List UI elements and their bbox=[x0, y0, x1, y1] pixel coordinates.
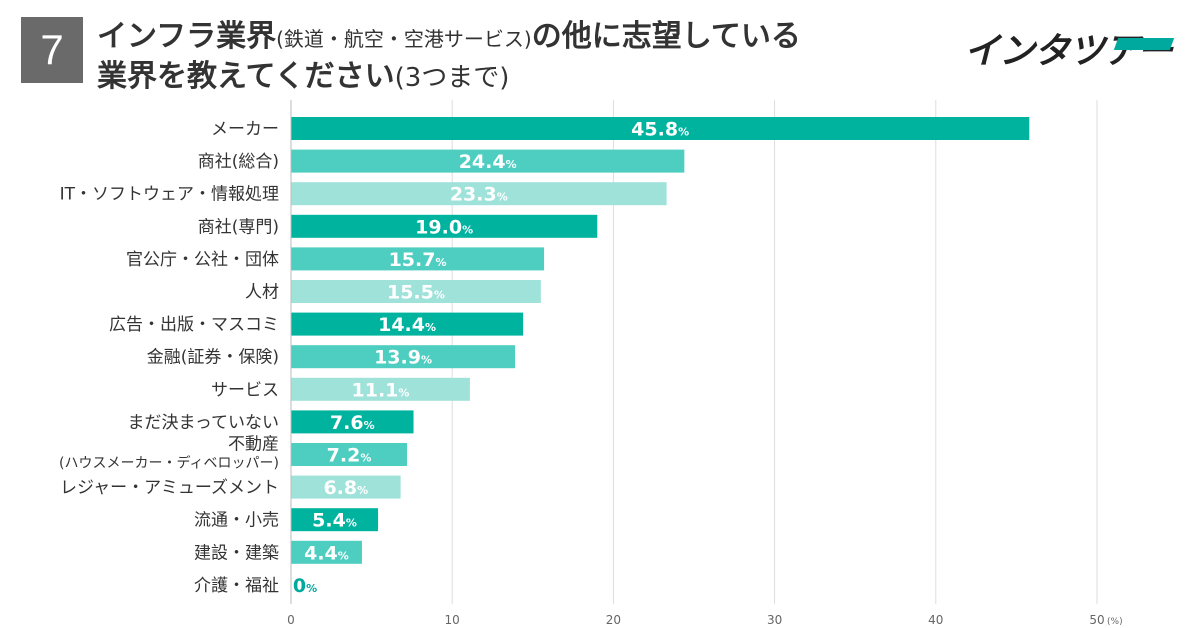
value-label: 15.5% bbox=[387, 282, 445, 304]
value-label: 6.8% bbox=[323, 477, 368, 499]
bar bbox=[291, 149, 685, 173]
value-label: 45.8% bbox=[631, 119, 689, 141]
title-text-5: (3つまで) bbox=[394, 63, 510, 93]
title-text-2: (鉄道・航空・空港サービス) bbox=[276, 27, 532, 51]
value-label: 0% bbox=[293, 575, 317, 597]
category-label: 流通・小売 bbox=[194, 511, 279, 531]
category-label: 人材 bbox=[245, 283, 279, 303]
category-label-sub: (ハウスメーカー・ディベロッパー) bbox=[59, 455, 279, 472]
x-tick-label: 40 bbox=[928, 613, 943, 627]
title-text-1: インフラ業界 bbox=[97, 19, 277, 54]
category-label: 建設・建築 bbox=[194, 543, 279, 563]
category-label: 金融(証券・保険) bbox=[147, 348, 279, 368]
chart-title: インフラ業界(鉄道・航空・空港サービス)の他に志望している 業界を教えてください… bbox=[97, 18, 801, 97]
category-label: 不動産 bbox=[228, 435, 279, 455]
question-number-badge: 7 bbox=[21, 17, 83, 83]
bar bbox=[291, 182, 667, 206]
category-label: 官公庁・公社・団体 bbox=[126, 250, 279, 270]
category-label: 商社(総合) bbox=[198, 152, 279, 172]
value-label: 19.0% bbox=[415, 216, 473, 238]
x-tick-label: 0 bbox=[287, 613, 295, 627]
x-tick-label: 50 bbox=[1089, 613, 1104, 627]
category-label: 広告・出版・マスコミ bbox=[109, 315, 279, 335]
bar bbox=[291, 280, 541, 303]
x-tick-label: 10 bbox=[445, 613, 460, 627]
category-label: 商社(専門) bbox=[198, 217, 279, 237]
title-line-2: 業界を教えてください(3つまで) bbox=[97, 58, 801, 97]
x-unit-label: (%) bbox=[1107, 617, 1123, 627]
value-label: 11.1% bbox=[352, 379, 410, 401]
title-text-3: の他に志望している bbox=[531, 19, 801, 54]
brand-logo: インタツアー bbox=[958, 18, 1178, 74]
bar bbox=[291, 540, 362, 564]
category-label: レジャー・アミューズメント bbox=[60, 478, 279, 498]
value-label: 7.2% bbox=[327, 445, 372, 467]
value-label: 14.4% bbox=[378, 314, 436, 336]
bar bbox=[291, 247, 545, 271]
value-label: 13.9% bbox=[374, 347, 432, 369]
category-label: まだ決まっていない bbox=[128, 413, 279, 433]
bar bbox=[291, 345, 516, 369]
value-label: 4.4% bbox=[304, 542, 349, 564]
bar bbox=[291, 214, 598, 238]
bar bbox=[291, 443, 408, 466]
bar bbox=[291, 508, 379, 532]
value-label: 24.4% bbox=[459, 151, 517, 173]
logo-text: インタツアー bbox=[964, 31, 1173, 72]
bar bbox=[291, 410, 414, 434]
bar bbox=[291, 475, 401, 499]
category-label: サービス bbox=[211, 380, 279, 400]
x-tick-label: 20 bbox=[606, 613, 621, 627]
value-label: 7.6% bbox=[330, 412, 375, 434]
value-label: 15.7% bbox=[389, 249, 447, 271]
bar bbox=[291, 117, 1030, 140]
value-label: 5.4% bbox=[312, 510, 357, 532]
category-label: IT・ソフトウェア・情報処理 bbox=[60, 185, 279, 205]
bar bbox=[291, 377, 470, 401]
category-label: 介護・福祉 bbox=[194, 576, 279, 596]
category-label: メーカー bbox=[211, 120, 279, 140]
x-tick-label: 30 bbox=[767, 613, 782, 627]
title-line-1: インフラ業界(鉄道・航空・空港サービス)の他に志望している bbox=[97, 18, 801, 58]
title-text-4: 業界を教えてください bbox=[97, 59, 395, 94]
bar bbox=[291, 312, 524, 336]
value-label: 23.3% bbox=[450, 184, 508, 206]
